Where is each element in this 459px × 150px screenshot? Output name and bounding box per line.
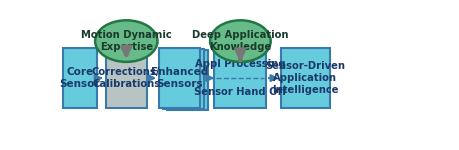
FancyBboxPatch shape bbox=[167, 50, 207, 110]
Text: Enhanced
Sensors: Enhanced Sensors bbox=[151, 67, 208, 89]
Text: Core
Sensor: Core Sensor bbox=[59, 67, 100, 89]
Text: Deep Application
Knowledge: Deep Application Knowledge bbox=[192, 30, 288, 52]
Text: Sensor-Driven
Application
Intelligence: Sensor-Driven Application Intelligence bbox=[265, 61, 345, 95]
FancyBboxPatch shape bbox=[281, 48, 329, 108]
Text: Corrections/
Calibrations: Corrections/ Calibrations bbox=[92, 67, 160, 89]
FancyBboxPatch shape bbox=[159, 48, 200, 108]
Ellipse shape bbox=[95, 20, 157, 62]
FancyBboxPatch shape bbox=[63, 48, 96, 108]
FancyBboxPatch shape bbox=[214, 48, 265, 108]
Ellipse shape bbox=[210, 20, 270, 62]
FancyBboxPatch shape bbox=[162, 49, 204, 109]
Text: Appl Processing: Appl Processing bbox=[195, 59, 285, 69]
Text: Sensor Hand Off: Sensor Hand Off bbox=[194, 87, 286, 97]
Text: Motion Dynamic
Expertise: Motion Dynamic Expertise bbox=[81, 30, 171, 52]
FancyBboxPatch shape bbox=[106, 48, 146, 108]
